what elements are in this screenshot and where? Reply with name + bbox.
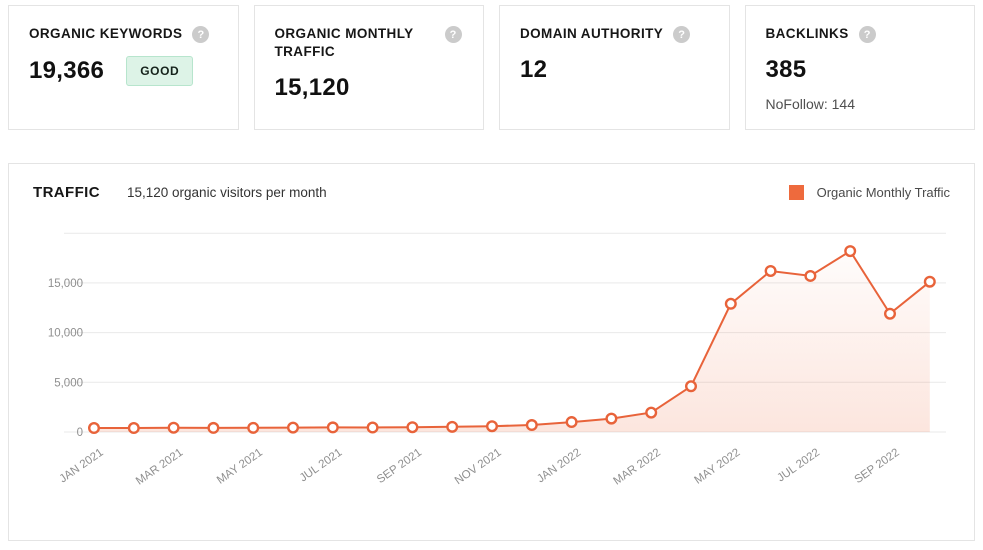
card-title: DOMAIN AUTHORITY bbox=[520, 26, 664, 41]
organic-keywords-value: 19,366 bbox=[29, 57, 105, 85]
svg-text:10,000: 10,000 bbox=[48, 328, 83, 340]
svg-text:MAR 2021: MAR 2021 bbox=[134, 447, 185, 488]
traffic-panel-header: TRAFFIC 15,120 organic visitors per mont… bbox=[33, 184, 950, 201]
card-title: ORGANIC MONTHLY TRAFFIC bbox=[274, 26, 414, 60]
legend-label: Organic Monthly Traffic bbox=[816, 185, 950, 200]
svg-text:MAY 2021: MAY 2021 bbox=[215, 447, 265, 487]
svg-text:15,000: 15,000 bbox=[48, 278, 83, 290]
help-icon[interactable]: ? bbox=[673, 26, 691, 43]
metric-cards-row: ORGANIC KEYWORDS ? 19,366 GOOD ORGANIC M… bbox=[8, 5, 975, 130]
chart-area: 0 5,000 10,000 15,000 JAN 2021 MAR 2021 MAY 20… bbox=[33, 214, 950, 521]
panel-title: TRAFFIC bbox=[33, 184, 100, 201]
traffic-panel: TRAFFIC 15,120 organic visitors per mont… bbox=[8, 163, 975, 541]
card-title: BACKLINKS bbox=[765, 26, 849, 41]
svg-text:MAY 2022: MAY 2022 bbox=[693, 447, 743, 487]
svg-text:JAN 2021: JAN 2021 bbox=[57, 447, 105, 486]
organic-monthly-traffic-value: 15,120 bbox=[274, 74, 350, 102]
traffic-line-chart: 0 5,000 10,000 15,000 JAN 2021 MAR 2021 MAY 20… bbox=[48, 232, 946, 488]
panel-subtitle: 15,120 organic visitors per month bbox=[127, 185, 327, 200]
svg-text:JUL 2022: JUL 2022 bbox=[775, 447, 822, 485]
svg-text:SEP 2021: SEP 2021 bbox=[375, 447, 424, 486]
help-icon[interactable]: ? bbox=[192, 26, 210, 43]
svg-text:SEP 2022: SEP 2022 bbox=[853, 447, 902, 486]
card-domain-authority: DOMAIN AUTHORITY ? 12 bbox=[499, 5, 730, 130]
svg-text:NOV 2021: NOV 2021 bbox=[453, 447, 504, 488]
svg-text:5,000: 5,000 bbox=[54, 377, 83, 389]
nofollow-count: NoFollow: 144 bbox=[765, 96, 856, 113]
backlinks-value: 385 bbox=[765, 56, 807, 84]
svg-text:MAR 2022: MAR 2022 bbox=[612, 447, 663, 488]
help-icon[interactable]: ? bbox=[444, 26, 462, 43]
svg-text:0: 0 bbox=[77, 427, 83, 439]
svg-text:JAN 2022: JAN 2022 bbox=[535, 447, 583, 486]
legend-swatch-icon bbox=[788, 185, 804, 200]
svg-text:JUL 2021: JUL 2021 bbox=[298, 447, 345, 485]
status-badge: GOOD bbox=[126, 56, 194, 87]
legend-item-organic-monthly-traffic: Organic Monthly Traffic bbox=[788, 185, 950, 200]
help-icon[interactable]: ? bbox=[858, 26, 876, 43]
card-title: ORGANIC KEYWORDS bbox=[29, 26, 183, 41]
card-backlinks: BACKLINKS ? 385 NoFollow: 144 bbox=[744, 5, 975, 130]
card-organic-keywords: ORGANIC KEYWORDS ? 19,366 GOOD bbox=[8, 5, 239, 130]
card-organic-monthly-traffic: ORGANIC MONTHLY TRAFFIC ? 15,120 bbox=[253, 5, 484, 130]
domain-authority-value: 12 bbox=[520, 56, 548, 84]
